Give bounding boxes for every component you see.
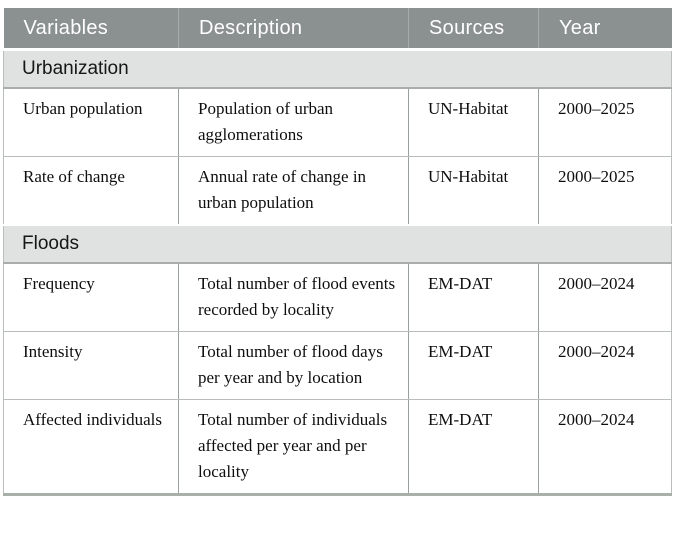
cell-description: Annual rate of change in urban populatio…	[178, 156, 409, 226]
cell-variable: Urban population	[3, 88, 179, 157]
variables-table: Variables Description Sources Year Urban…	[3, 8, 672, 496]
table-row: Intensity Total number of flood days per…	[3, 331, 672, 400]
section-row-urbanization: Urbanization	[3, 48, 672, 89]
cell-source: EM-DAT	[408, 263, 539, 332]
section-title: Floods	[3, 224, 672, 264]
cell-description: Total number of flood events recorded by…	[178, 263, 409, 332]
cell-source: EM-DAT	[408, 331, 539, 400]
cell-variable: Rate of change	[3, 156, 179, 226]
section-row-floods: Floods	[3, 224, 672, 264]
section-title: Urbanization	[3, 48, 672, 89]
column-header-description: Description	[178, 8, 409, 51]
column-header-variables: Variables	[3, 8, 179, 51]
cell-source: UN-Habitat	[408, 156, 539, 226]
table-row: Frequency Total number of flood events r…	[3, 263, 672, 332]
table-row: Affected individuals Total number of ind…	[3, 399, 672, 495]
cell-year: 2000–2025	[538, 88, 672, 157]
cell-year: 2000–2024	[538, 331, 672, 400]
cell-description: Total number of flood days per year and …	[178, 331, 409, 400]
cell-variable: Affected individuals	[3, 399, 179, 495]
cell-source: UN-Habitat	[408, 88, 539, 157]
cell-variable: Intensity	[3, 331, 179, 400]
table-header: Variables Description Sources Year	[3, 8, 672, 51]
table-row: Urban population Population of urban agg…	[3, 88, 672, 157]
cell-year: 2000–2024	[538, 263, 672, 332]
cell-variable: Frequency	[3, 263, 179, 332]
table-body: Urbanization Urban population Population…	[3, 48, 672, 495]
cell-year: 2000–2025	[538, 156, 672, 226]
cell-description: Population of urban agglomerations	[178, 88, 409, 157]
cell-year: 2000–2024	[538, 399, 672, 495]
cell-source: EM-DAT	[408, 399, 539, 495]
table-header-row: Variables Description Sources Year	[3, 8, 672, 51]
column-header-sources: Sources	[408, 8, 539, 51]
cell-description: Total number of individuals affected per…	[178, 399, 409, 495]
table-row: Rate of change Annual rate of change in …	[3, 156, 672, 226]
column-header-year: Year	[538, 8, 672, 51]
